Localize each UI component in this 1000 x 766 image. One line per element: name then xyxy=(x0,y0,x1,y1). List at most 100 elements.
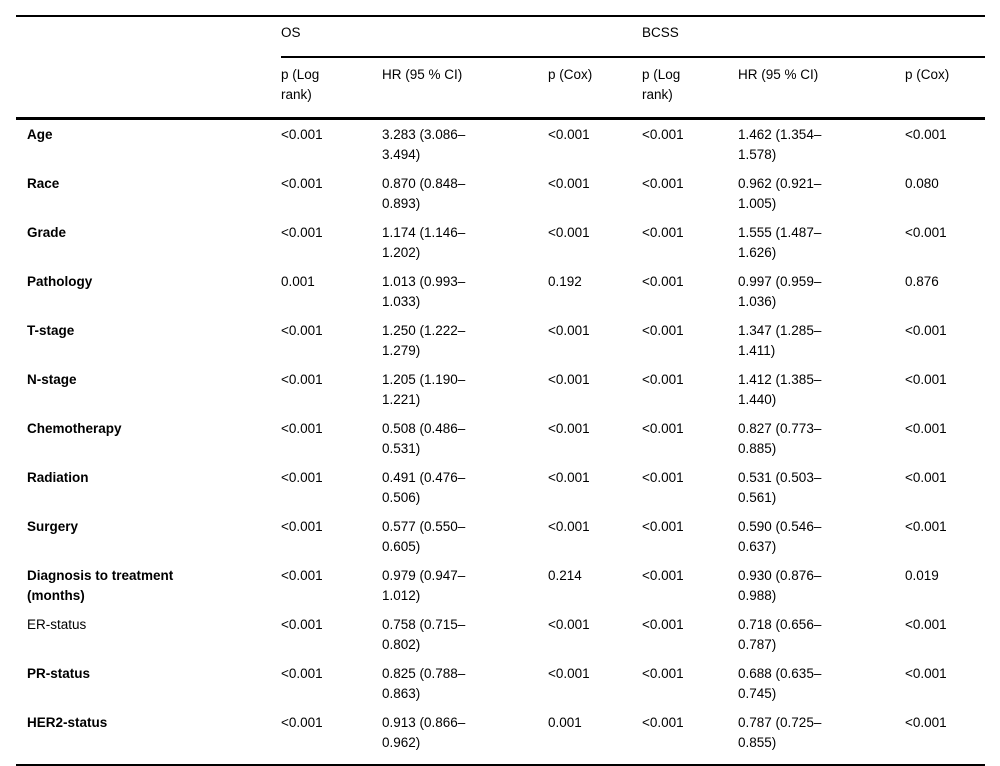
os-p-logrank-value: <0.001 xyxy=(281,225,323,240)
row-label: ER-status xyxy=(27,617,87,632)
row-label: N-stage xyxy=(27,372,77,387)
row-label: HER2-status xyxy=(16,708,281,766)
os-hr-ci-value: 0.825 (0.788–0.863) xyxy=(382,666,466,701)
table-row: PR-status <0.001 0.825 (0.788–0.863) <0.001… xyxy=(16,659,985,708)
os-p-logrank-value: <0.001 xyxy=(281,666,323,681)
table-row: Age <0.001 3.283 (3.086–3.494) <0.001 <0.001… xyxy=(16,119,985,170)
os-p-logrank-value: <0.001 xyxy=(281,372,323,387)
os-p-logrank-value: <0.001 xyxy=(281,421,323,436)
os-p-cox-value: 0.192 xyxy=(548,274,582,289)
survival-analysis-table: OS BCSS p (Log rank) HR (95 % CI) p (Cox… xyxy=(16,15,986,766)
os-p-cox-value: <0.001 xyxy=(548,519,590,534)
bcss-p-cox-value: <0.001 xyxy=(905,666,947,681)
os-hr-ci-value: 1.205 (1.190–1.221) xyxy=(382,372,466,407)
corner-cell xyxy=(16,16,281,57)
bcss-p-cox-value: 0.080 xyxy=(905,176,939,191)
os-p-cox-value: 0.214 xyxy=(548,568,582,583)
bcss-p-logrank-value: <0.001 xyxy=(642,568,684,583)
os-p-cox-value: <0.001 xyxy=(548,666,590,681)
bcss-p-cox-value: <0.001 xyxy=(905,127,947,142)
os-p-cox-value: <0.001 xyxy=(548,372,590,387)
bcss-p-cox-value: <0.001 xyxy=(905,519,947,534)
sub-header-row: p (Log rank) HR (95 % CI) p (Cox) p (Log… xyxy=(16,57,986,120)
row-label: Diagnosis to treatment (months) xyxy=(27,568,174,603)
os-p-cox-value: <0.001 xyxy=(548,127,590,142)
os-hr-ci-value: 1.174 (1.146–1.202) xyxy=(382,225,466,260)
table-row: HER2-status <0.001 0.913 (0.866–0.962) 0.00… xyxy=(16,708,986,766)
os-p-cox-value: <0.001 xyxy=(548,617,590,632)
col-header-os-hr-ci: HR (95 % CI) xyxy=(382,57,548,120)
bcss-hr-ci-value: 0.787 (0.725–0.855) xyxy=(738,708,906,766)
row-label: T-stage xyxy=(27,323,75,338)
os-hr-ci-value: 1.013 (0.993–1.033) xyxy=(382,274,466,309)
bcss-p-logrank-value: <0.001 xyxy=(642,225,684,240)
os-p-logrank-value: <0.001 xyxy=(281,323,323,338)
col-header-bcss-hr-ci: HR (95 % CI) xyxy=(738,57,906,120)
bcss-p-cox-value: <0.001 xyxy=(905,470,947,485)
bcss-p-cox-value: <0.001 xyxy=(905,372,947,387)
col-header-os-p-logrank: p (Log rank) xyxy=(281,57,382,120)
group-header-os: OS xyxy=(281,16,643,58)
table-row: Radiation <0.001 0.491 (0.476–0.506) <0.001… xyxy=(16,463,985,512)
os-p-cox-value: <0.001 xyxy=(548,176,590,191)
os-p-logrank-value: <0.001 xyxy=(281,470,323,485)
os-p-logrank-value: 0.001 xyxy=(281,274,315,289)
os-p-logrank-value: <0.001 xyxy=(281,568,323,583)
bcss-p-cox-value: <0.001 xyxy=(905,708,986,766)
os-p-logrank-value: <0.001 xyxy=(281,176,323,191)
bcss-p-logrank-value: <0.001 xyxy=(642,176,684,191)
os-p-logrank-value: <0.001 xyxy=(281,617,323,632)
row-label: PR-status xyxy=(27,666,91,681)
table-row: N-stage <0.001 1.205 (1.190–1.221) <0.001 <0… xyxy=(16,365,985,414)
os-p-cox-value: <0.001 xyxy=(548,323,590,338)
os-hr-ci-value: 0.870 (0.848–0.893) xyxy=(382,176,466,211)
bcss-p-cox-value: 0.876 xyxy=(905,274,939,289)
bcss-hr-ci-value: 1.347 (1.285–1.411) xyxy=(738,323,822,358)
bcss-p-cox-value: <0.001 xyxy=(905,225,947,240)
bcss-hr-ci-value: 0.962 (0.921–1.005) xyxy=(738,176,822,211)
table-row: Pathology 0.001 1.013 (0.993–1.033) 0.192 <0… xyxy=(16,267,985,316)
bcss-p-logrank-value: <0.001 xyxy=(642,323,684,338)
bcss-p-cox-value: 0.019 xyxy=(905,568,939,583)
bcss-hr-ci-value: 0.997 (0.959–1.036) xyxy=(738,274,822,309)
bcss-hr-ci-value: 0.718 (0.656–0.787) xyxy=(738,617,822,652)
bcss-p-cox-value: <0.001 xyxy=(905,617,947,632)
row-label: Pathology xyxy=(27,274,93,289)
row-label: Radiation xyxy=(27,470,89,485)
os-p-cox-value: <0.001 xyxy=(548,421,590,436)
table-row: ER-status <0.001 0.758 (0.715–0.802) <0.001… xyxy=(16,610,985,659)
table-row: Diagnosis to treatment (months) <0.001 0.9… xyxy=(16,561,985,610)
bcss-p-logrank-value: <0.001 xyxy=(642,421,684,436)
os-p-cox-value: 0.001 xyxy=(548,708,643,766)
bcss-hr-ci-value: 1.555 (1.487–1.626) xyxy=(738,225,822,260)
bcss-hr-ci-value: 0.531 (0.503–0.561) xyxy=(738,470,822,505)
os-hr-ci-value: 0.758 (0.715–0.802) xyxy=(382,617,466,652)
table-body: Age <0.001 3.283 (3.086–3.494) <0.001 <0.001… xyxy=(16,119,986,766)
bcss-hr-ci-value: 0.688 (0.635–0.745) xyxy=(738,666,822,701)
bcss-hr-ci-value: 0.590 (0.546–0.637) xyxy=(738,519,822,554)
col-header-os-p-cox: p (Cox) xyxy=(548,57,643,120)
os-hr-ci-value: 0.979 (0.947–1.012) xyxy=(382,568,466,603)
os-hr-ci-value: 3.283 (3.086–3.494) xyxy=(382,127,466,162)
bcss-hr-ci-value: 1.462 (1.354–1.578) xyxy=(738,127,822,162)
os-hr-ci-value: 0.577 (0.550–0.605) xyxy=(382,519,466,554)
bcss-hr-ci-value: 1.412 (1.385–1.440) xyxy=(738,372,822,407)
row-label: Race xyxy=(27,176,60,191)
bcss-p-logrank-value: <0.001 xyxy=(642,519,684,534)
bcss-p-logrank-value: <0.001 xyxy=(642,666,684,681)
bcss-p-logrank-value: <0.001 xyxy=(642,708,739,766)
col-header-bcss-p-logrank: p (Log rank) xyxy=(642,57,739,120)
table-row: Race <0.001 0.870 (0.848–0.893) <0.001 <0.00… xyxy=(16,169,985,218)
bcss-p-logrank-value: <0.001 xyxy=(642,274,684,289)
corner-cell-2 xyxy=(16,57,281,120)
table-header: OS BCSS p (Log rank) HR (95 % CI) p (Cox… xyxy=(16,16,986,120)
os-hr-ci-value: 0.508 (0.486–0.531) xyxy=(382,421,466,456)
table-row: Grade <0.001 1.174 (1.146–1.202) <0.001 <0.0… xyxy=(16,218,985,267)
group-header-row: OS BCSS xyxy=(16,16,986,58)
os-p-logrank-value: <0.001 xyxy=(281,708,382,766)
os-p-logrank-value: <0.001 xyxy=(281,127,323,142)
bcss-p-logrank-value: <0.001 xyxy=(642,617,684,632)
os-hr-ci-value: 0.913 (0.866–0.962) xyxy=(382,708,548,766)
col-header-bcss-p-cox: p (Cox) xyxy=(905,57,986,120)
bcss-p-logrank-value: <0.001 xyxy=(642,470,684,485)
